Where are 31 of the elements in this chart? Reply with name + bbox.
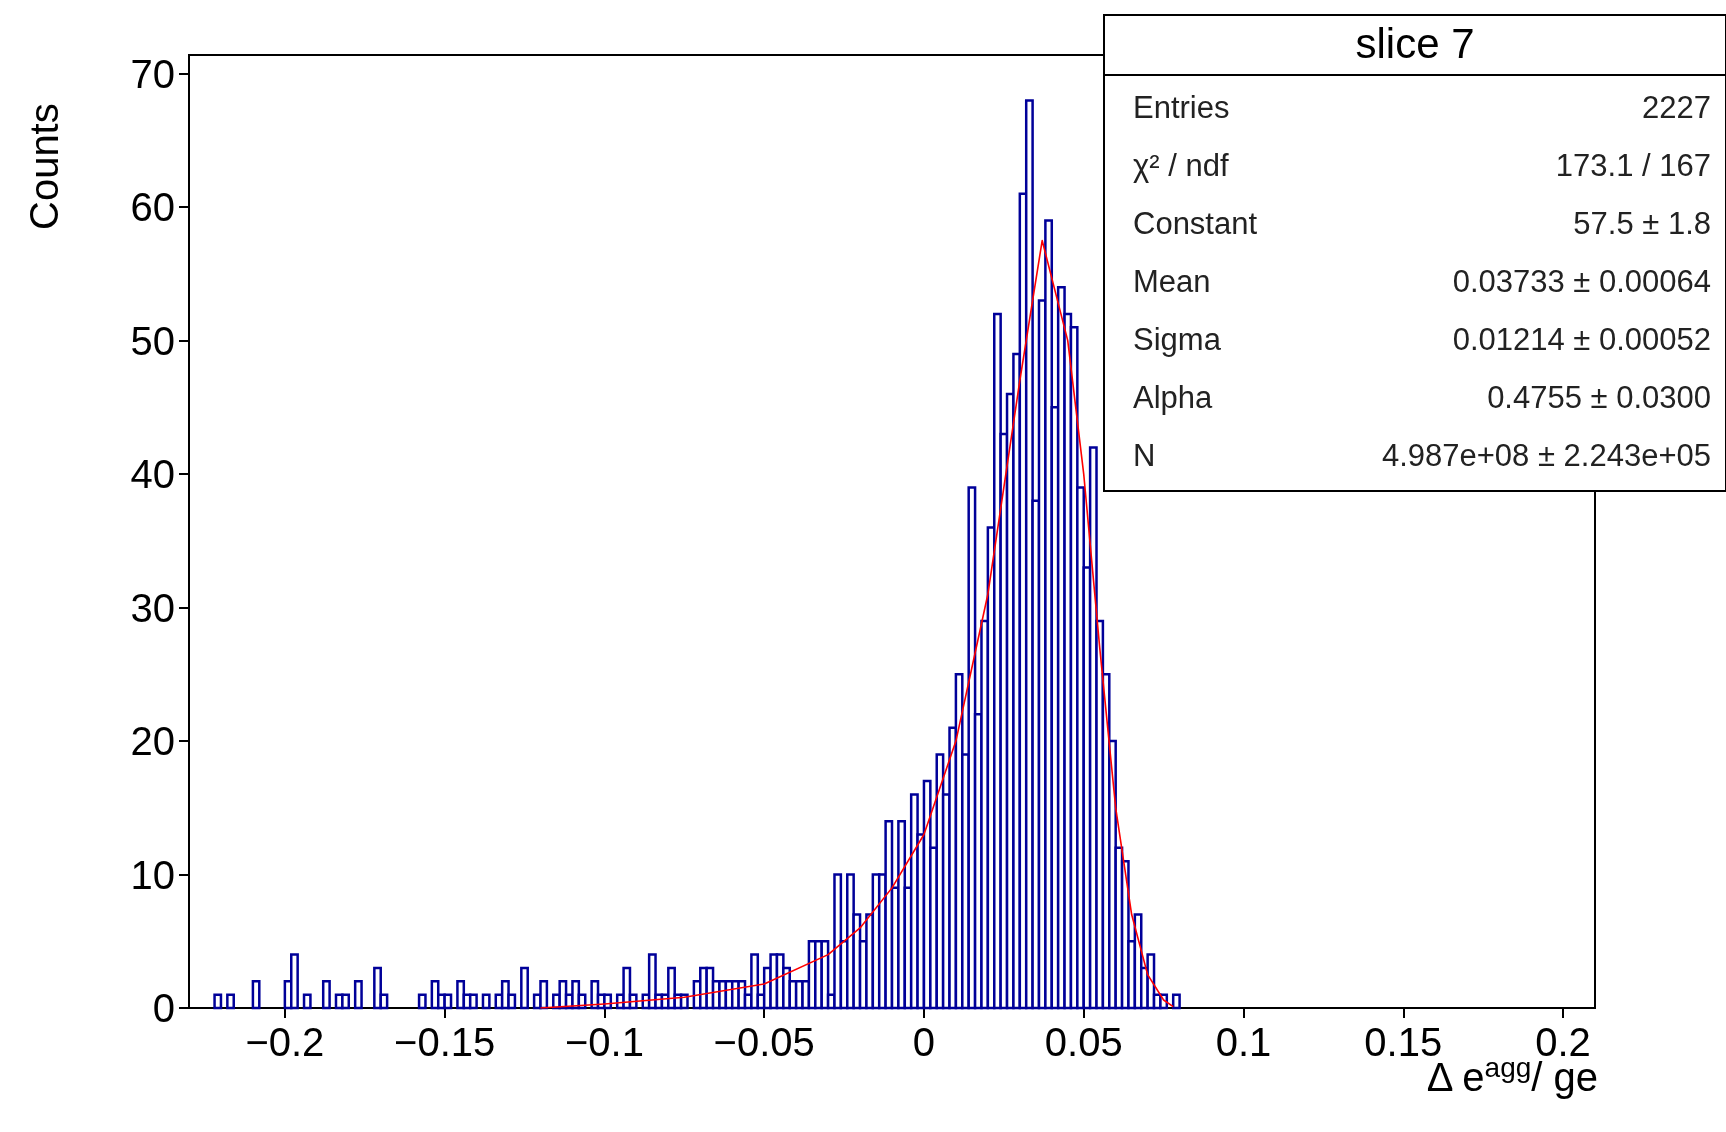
- annotation: 0.01214 ± 0.00052: [1451, 322, 1711, 358]
- annotation: χ² / ndf: [1133, 148, 1230, 184]
- x-tick-label: −0.05: [713, 1020, 815, 1064]
- annotation: Alpha: [1133, 380, 1214, 416]
- x-tick-label: −0.2: [245, 1020, 325, 1064]
- annotation: Mean: [1133, 264, 1212, 300]
- x-tick-label: −0.15: [394, 1020, 496, 1064]
- annotation: 0.03733 ± 0.00064: [1451, 264, 1711, 300]
- x-tick-label: 0.05: [1044, 1020, 1123, 1064]
- annotation: N: [1133, 438, 1157, 474]
- text: 2227: [1641, 90, 1711, 126]
- annotation: 0.4755 ± 0.0300: [1486, 380, 1711, 416]
- annotation: 173.1 / 167: [1554, 148, 1711, 184]
- y-tick-label: 60: [130, 185, 175, 230]
- x-tick-label: 0.1: [1215, 1020, 1272, 1064]
- y-tick-label: 20: [130, 719, 175, 764]
- y-tick-label: 40: [130, 452, 175, 497]
- annotation: Sigma: [1133, 322, 1222, 358]
- y-tick-label: 30: [130, 585, 175, 630]
- y-tick-label: 50: [130, 318, 175, 363]
- annotation: 57.5 ± 1.8: [1572, 206, 1711, 242]
- y-tick-label: 10: [130, 852, 175, 897]
- x-tick-label: 0: [912, 1020, 936, 1064]
- annotation: Entries: [1133, 90, 1231, 126]
- chart-title: slice 7: [1105, 16, 1725, 76]
- y-tick-label: 70: [130, 51, 175, 96]
- y-axis-title: Counts: [22, 103, 67, 230]
- annotation: 4.987e+08 ± 2.243e+05: [1380, 438, 1711, 474]
- x-tick-label: −0.1: [564, 1020, 644, 1064]
- y-tick-label: 0: [152, 986, 175, 1030]
- annotation: Constant: [1133, 206, 1258, 242]
